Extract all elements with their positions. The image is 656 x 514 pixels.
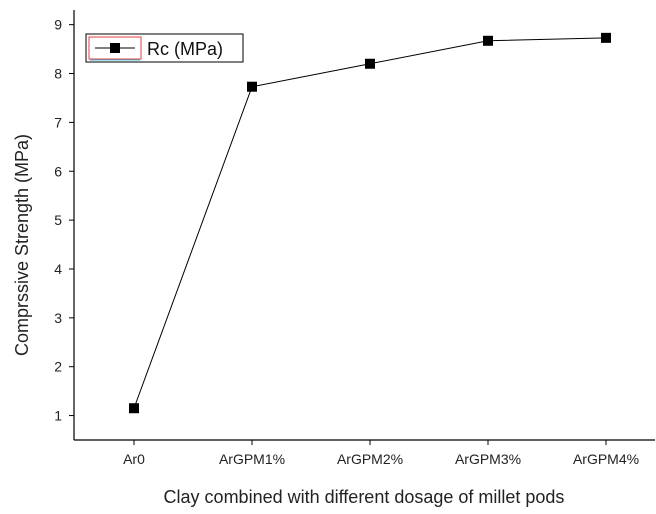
series-line-0 — [133, 37, 607, 409]
y-tick-label-2: 2 — [54, 359, 62, 375]
x-tick-label-3: ArGPM3% — [455, 451, 521, 467]
x-tick-label-2: ArGPM2% — [337, 451, 403, 467]
y-tick-label-3: 3 — [54, 310, 62, 326]
data-point-ArGPM4% — [601, 32, 611, 43]
legend-label: Rc (MPa) — [147, 39, 223, 59]
y-tick-label-7: 7 — [54, 114, 62, 130]
legend-marker — [110, 43, 120, 53]
data-point-ArGPM2% — [365, 58, 375, 69]
y-tick-label-8: 8 — [54, 66, 62, 82]
legend-swatch-frame — [88, 36, 142, 60]
legend: Rc (MPa) — [85, 33, 244, 63]
y-tick-label-4: 4 — [54, 261, 62, 277]
x-tick-label-4: ArGPM4% — [573, 451, 639, 467]
x-tick-label-1: ArGPM1% — [219, 451, 285, 467]
data-point-Ar0 — [129, 403, 139, 414]
y-tick-label-5: 5 — [54, 212, 62, 228]
data-point-ArGPM3% — [483, 35, 493, 46]
y-tick-label-1: 1 — [54, 408, 62, 424]
x-axis-title: Clay combined with different dosage of m… — [164, 487, 565, 507]
y-axis-title: Comprssive Strength (MPa) — [12, 134, 32, 356]
y-tick-label-9: 9 — [54, 17, 62, 33]
series-layer — [129, 32, 611, 414]
y-tick-label-6: 6 — [54, 163, 62, 179]
x-axis-ticks: Ar0 ArGPM1% ArGPM2% ArGPM3% ArGPM4% — [123, 440, 639, 467]
data-point-ArGPM1% — [247, 81, 257, 92]
y-axis-ticks: 1 2 3 4 5 6 7 8 9 — [54, 17, 74, 424]
x-tick-label-0: Ar0 — [123, 451, 145, 467]
